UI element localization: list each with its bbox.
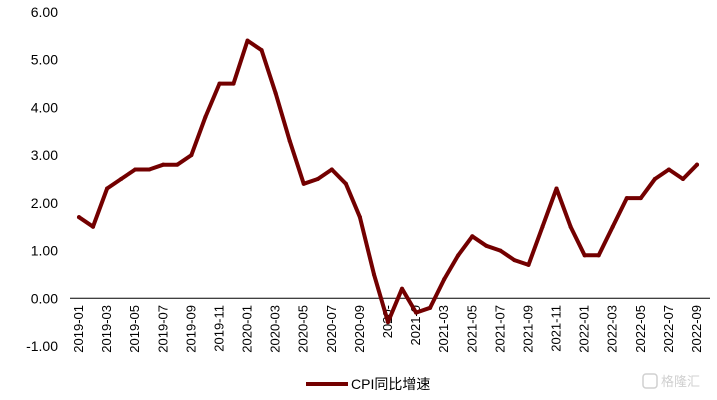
y-tick-label: 6.00 [31, 4, 58, 20]
y-tick-label: 5.00 [31, 52, 58, 68]
x-tick-label: 2021-0 [408, 305, 423, 345]
y-tick-label: -1.00 [26, 338, 58, 354]
x-tick-label: 2022-01 [577, 305, 592, 353]
y-tick-label: 1.00 [31, 243, 58, 259]
series-point [203, 114, 208, 119]
series-point [105, 186, 110, 191]
series-point [652, 177, 657, 181]
x-tick-label: 2022-09 [689, 305, 704, 353]
series-point [610, 224, 615, 229]
series-point [119, 177, 124, 181]
series-point [231, 81, 236, 86]
series-point [245, 38, 250, 43]
legend-label: CPI同比增速 [351, 376, 430, 392]
series-point [386, 320, 390, 325]
series-point [91, 224, 96, 229]
series-point [175, 162, 180, 167]
series-point [695, 162, 699, 167]
series-point [624, 196, 629, 201]
y-tick-label: 0.00 [31, 290, 58, 306]
watermark-logo: 格隆汇 [642, 373, 700, 390]
x-tick-label: 2021-11 [549, 305, 564, 352]
series-point [442, 277, 447, 282]
series-points [77, 38, 699, 325]
series-point [498, 248, 503, 253]
series-point [217, 81, 222, 86]
x-tick-label: 2021-03 [436, 305, 451, 353]
series-point [456, 253, 461, 258]
x-tick-label: 2019-11 [211, 305, 226, 352]
x-tick-label: 2021-07 [492, 305, 507, 353]
series-point [554, 186, 559, 191]
series-point [470, 234, 475, 239]
x-tick-label: 2022-03 [605, 305, 620, 353]
x-tick-label: 2020-05 [296, 305, 311, 353]
series-point [301, 181, 306, 186]
series-point [638, 196, 643, 201]
series-point [315, 177, 320, 181]
x-tick-label: 2022-05 [633, 305, 648, 353]
series-point [568, 224, 573, 229]
series-point [428, 305, 433, 310]
y-tick-label: 3.00 [31, 147, 58, 163]
watermark-text: 格隆汇 [661, 374, 700, 390]
x-tick-label: 2021-09 [520, 305, 535, 353]
x-tick-label: 2020-09 [352, 305, 367, 353]
series-point [273, 91, 278, 96]
series-point [133, 167, 138, 172]
y-axis-tick-labels: 6.00 5.00 4.00 3.00 2.00 1.00 0.00 -1.00 [26, 4, 58, 354]
series-point [680, 177, 685, 181]
series-point [161, 162, 166, 167]
x-tick-label: 2021-05 [464, 305, 479, 353]
x-tick-label: 2019-07 [155, 305, 170, 353]
series-point [147, 167, 152, 172]
x-tick-label: 2020-07 [324, 305, 339, 353]
series-point [329, 167, 334, 172]
x-tick-label: 2022-07 [661, 305, 676, 353]
y-tick-label: 2.00 [31, 195, 58, 211]
x-tick-label: 2019-01 [71, 305, 86, 353]
series-point [540, 224, 545, 229]
series-point [287, 138, 292, 143]
x-tick-label: 2019-09 [183, 305, 198, 353]
series-point [259, 48, 264, 53]
series-line-cpi [77, 38, 699, 325]
legend: CPI同比增速 [306, 376, 430, 392]
series-point [526, 262, 531, 267]
x-tick-label: 2019-05 [127, 305, 142, 353]
series-point [666, 167, 671, 172]
y-tick-label: 4.00 [31, 99, 58, 115]
series-point [400, 286, 405, 291]
series-point [77, 215, 81, 220]
x-tick-label: 2020-01 [240, 305, 255, 353]
series-point [189, 153, 194, 158]
x-tick-label: 2019-03 [99, 305, 114, 353]
series-point [596, 253, 601, 258]
series-point [484, 243, 489, 248]
series-point [343, 181, 348, 186]
x-tick-label: 2020-03 [268, 305, 283, 353]
series-point [582, 253, 587, 258]
x-axis-tick-labels: 2019-01 2019-03 2019-05 2019-07 2019-09 2019-… [71, 305, 704, 353]
series-point [371, 272, 376, 277]
series-point [357, 215, 362, 220]
series-point [512, 258, 517, 263]
series-point [414, 310, 419, 315]
